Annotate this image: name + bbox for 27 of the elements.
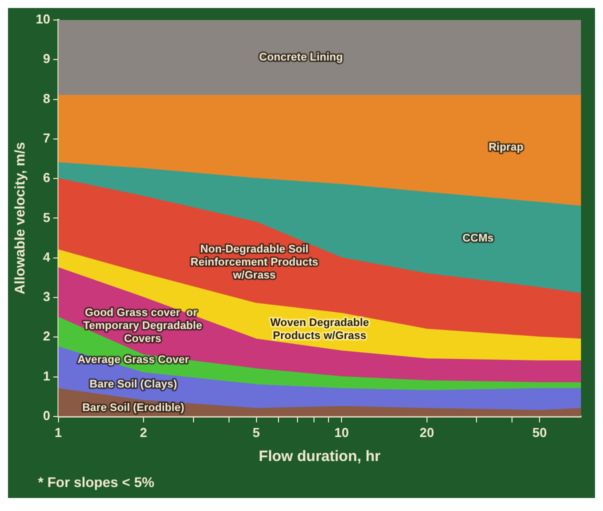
series-label: Woven Degradable Products w/Grass xyxy=(270,316,370,342)
y-tick-label: 1 xyxy=(43,368,50,384)
y-tick-label: 7 xyxy=(43,130,50,146)
x-axis-title: Flow duration, hr xyxy=(258,448,381,466)
series-label: Riprap xyxy=(488,141,524,154)
x-tick-label: 50 xyxy=(532,424,547,440)
y-tick-label: 8 xyxy=(43,90,50,106)
y-tick-label: 9 xyxy=(43,51,50,66)
y-tick-label: 5 xyxy=(43,210,50,225)
x-tick-label: 1 xyxy=(54,424,62,440)
series-label: Bare Soil (Clays) xyxy=(90,378,178,390)
y-tick-label: 0 xyxy=(43,408,50,423)
x-tick-label: 10 xyxy=(334,424,349,440)
y-tick-label: 6 xyxy=(43,170,50,186)
y-tick-label: 4 xyxy=(43,249,52,264)
series-label: Concrete Lining xyxy=(259,52,343,64)
x-tick-label: 20 xyxy=(420,424,434,440)
x-tick-label: 2 xyxy=(140,424,148,440)
y-tick-label: 10 xyxy=(36,12,50,27)
series-label: Non-Degradable Soil Reinforcement Products w/Grass xyxy=(190,243,318,282)
y-tick-label: 3 xyxy=(43,289,50,304)
y-tick-label: 2 xyxy=(43,328,50,344)
text: * For slopes < 5% xyxy=(37,473,156,492)
series-label: CCMs xyxy=(462,232,494,244)
series-label: Bare Soil (Erodible) xyxy=(82,402,185,414)
x-tick-label: 5 xyxy=(252,424,260,440)
y-axis-title: Allowable velocity, m/s xyxy=(11,142,28,294)
